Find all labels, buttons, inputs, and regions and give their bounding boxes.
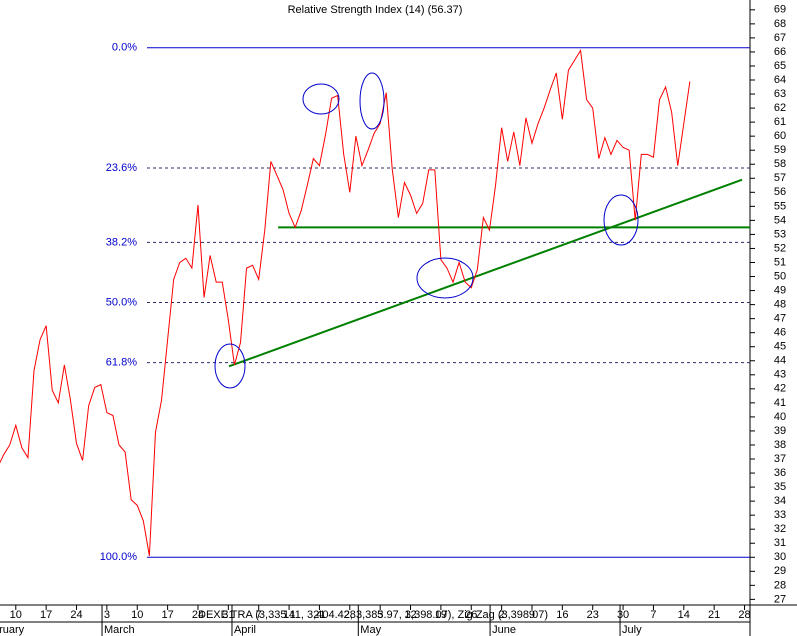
y-tick-label: 53: [774, 228, 786, 240]
level-label: 100.0%: [100, 551, 138, 563]
y-tick-label: 29: [774, 565, 786, 577]
x-tick-label: 12: [404, 609, 416, 621]
level-label: 0.0%: [112, 42, 137, 54]
y-tick-label: 32: [774, 523, 786, 535]
month-label: April: [234, 624, 256, 636]
y-tick-label: 33: [774, 509, 786, 521]
x-tick-label: 14: [678, 609, 690, 621]
y-tick-label: 66: [774, 46, 786, 58]
level-label: 61.8%: [106, 356, 137, 368]
level-label: 23.6%: [106, 162, 137, 174]
y-tick-label: 46: [774, 327, 786, 339]
x-tick-label: 28: [344, 609, 356, 621]
circle: [359, 72, 385, 130]
x-tick-label: 21: [313, 609, 325, 621]
y-tick-label: 67: [774, 32, 786, 44]
y-tick-label: 51: [774, 256, 786, 268]
x-tick-label: 28: [738, 609, 750, 621]
level-label: 50.0%: [106, 296, 137, 308]
y-tick-label: 34: [774, 495, 786, 507]
x-tick-label: 24: [192, 609, 204, 621]
x-tick-label: 30: [617, 609, 629, 621]
y-tick-label: 42: [774, 383, 786, 395]
month-label: May: [360, 624, 381, 636]
y-tick-label: 30: [774, 551, 786, 563]
x-tick-label: 3: [104, 609, 110, 621]
y-tick-label: 64: [774, 74, 786, 86]
rsi-line: [0, 49, 691, 556]
y-tick-label: 58: [774, 158, 786, 170]
month-label: March: [104, 624, 135, 636]
y-tick-label: 55: [774, 200, 786, 212]
marks: 2728293031323334353637383940414243444546…: [0, 4, 786, 636]
x-tick-label: 19: [435, 609, 447, 621]
y-tick-label: 48: [774, 299, 786, 311]
y-tick-label: 40: [774, 411, 786, 423]
y-tick-label: 37: [774, 453, 786, 465]
y-tick-label: 50: [774, 270, 786, 282]
y-tick-label: 43: [774, 369, 786, 381]
y-tick-label: 57: [774, 172, 786, 184]
circle: [214, 343, 246, 389]
y-tick-label: 27: [774, 593, 786, 605]
annotation: DEXE TRA (3,335.11, 3,404.42, 3,383.97, …: [198, 609, 548, 621]
trend-line: [228, 178, 743, 368]
x-tick-label: 7: [256, 609, 262, 621]
chart-title: Relative Strength Index (14) (56.37): [288, 4, 463, 16]
circle: [416, 257, 474, 299]
y-tick-label: 44: [774, 355, 786, 367]
plot-area: [0, 47, 750, 558]
y-tick-label: 61: [774, 116, 786, 128]
y-tick-label: 39: [774, 425, 786, 437]
y-tick-label: 56: [774, 186, 786, 198]
y-tick-label: 63: [774, 88, 786, 100]
month-label: June: [492, 624, 516, 636]
y-tick-label: 36: [774, 467, 786, 479]
y-tick-label: 59: [774, 144, 786, 156]
y-tick-label: 52: [774, 242, 786, 254]
x-tick-label: 7: [650, 609, 656, 621]
y-tick-label: 35: [774, 481, 786, 493]
x-tick-label: 10: [131, 609, 143, 621]
x-tick-label: 2: [499, 609, 505, 621]
x-tick-label: 21: [708, 609, 720, 621]
y-tick-label: 54: [774, 214, 786, 226]
y-tick-label: 62: [774, 102, 786, 114]
y-tick-label: 60: [774, 130, 786, 142]
x-tick-label: 24: [70, 609, 82, 621]
circle: [603, 194, 639, 246]
annotation-circles: [214, 72, 639, 389]
y-tick-label: 28: [774, 579, 786, 591]
y-tick-label: 69: [774, 4, 786, 16]
y-tick-label: 68: [774, 18, 786, 30]
x-tick-label: 26: [465, 609, 477, 621]
y-tick-label: 47: [774, 313, 786, 325]
x-tick-label: 17: [161, 609, 173, 621]
x-tick-label: 31: [222, 609, 234, 621]
y-tick-label: 38: [774, 439, 786, 451]
month-label: February: [0, 624, 25, 636]
circle: [302, 83, 340, 115]
x-tick-label: 17: [40, 609, 52, 621]
y-tick-label: 31: [774, 537, 786, 549]
y-tick-label: 41: [774, 397, 786, 409]
x-tick-label: 14: [283, 609, 295, 621]
x-tick-label: 5: [377, 609, 383, 621]
y-tick-label: 49: [774, 284, 786, 296]
x-tick-label: 16: [556, 609, 568, 621]
x-tick-label: 23: [587, 609, 599, 621]
month-label: July: [622, 624, 642, 636]
x-tick-label: 10: [10, 609, 22, 621]
level-label: 38.2%: [106, 236, 137, 248]
x-tick-label: 9: [529, 609, 535, 621]
y-tick-label: 45: [774, 341, 786, 353]
y-tick-label: 65: [774, 60, 786, 72]
